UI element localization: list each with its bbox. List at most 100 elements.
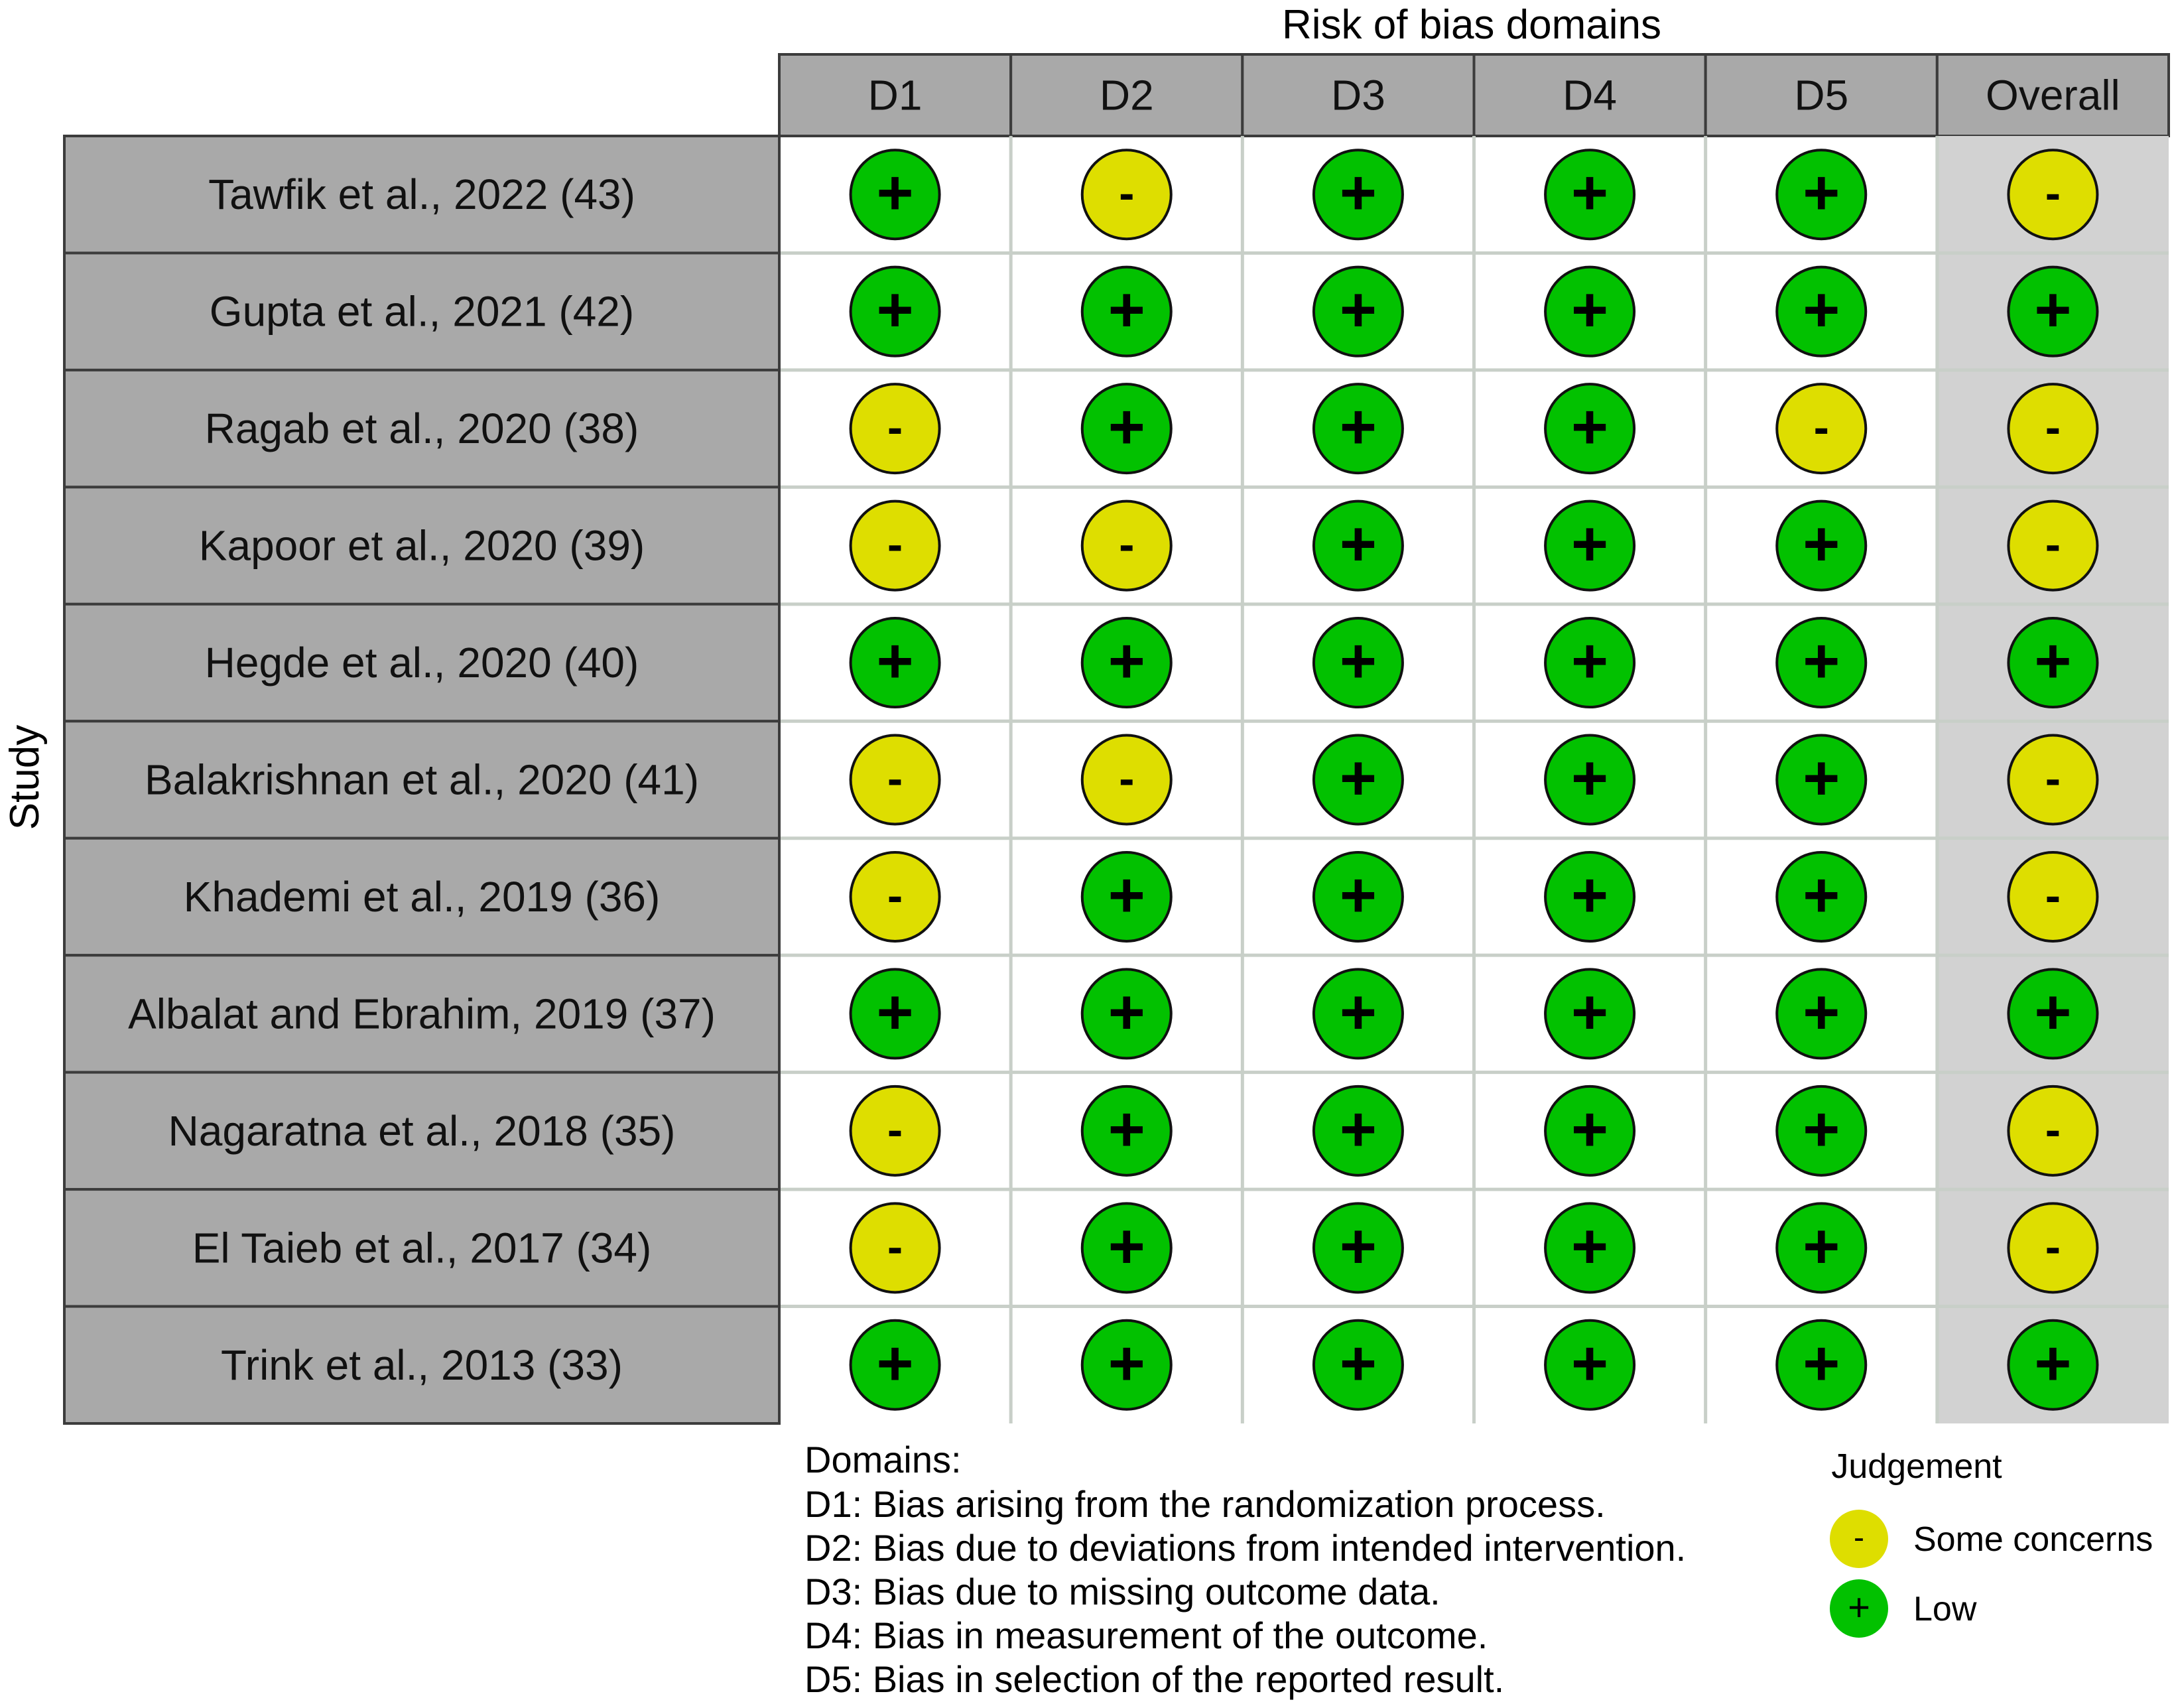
low-risk-circle <box>1080 1202 1173 1294</box>
judgement-symbol: + <box>877 976 914 1047</box>
low-risk-circle <box>1312 617 1404 709</box>
judgement-symbol: + <box>1340 391 1377 462</box>
judgement-symbol: + <box>1571 157 1608 228</box>
judgement-mark: + <box>1080 1202 1173 1294</box>
some-concerns-circle <box>1080 734 1173 826</box>
judgement-symbol: + <box>1340 743 1377 814</box>
study-rows: Tawfik et al., 2022 (43) Gupta et al., 20… <box>63 135 2169 1425</box>
judgement-mark: + <box>2007 265 2099 358</box>
judgement-mark: + <box>1312 383 1404 475</box>
judgement-symbol: + <box>2034 275 2071 346</box>
judgement-symbol: - <box>887 753 903 805</box>
judgement-mark: + <box>1775 968 1868 1060</box>
low-risk-circle <box>1544 850 1636 943</box>
judgement-symbol: + <box>877 625 914 696</box>
some-concerns-circle <box>2007 1084 2099 1177</box>
column-header-cell <box>1241 53 1476 137</box>
judgement-symbol: - <box>2045 1104 2061 1155</box>
judgement-legend-symbol: + <box>1848 1586 1870 1629</box>
judgement-symbol: + <box>1571 743 1608 814</box>
low-risk-circle <box>1544 499 1636 592</box>
low-risk-circle <box>849 968 941 1060</box>
judgement-symbol: + <box>1571 1328 1608 1399</box>
some-concerns-circle <box>849 1084 941 1177</box>
judgement-mark: + <box>1544 617 1636 709</box>
low-risk-circle <box>1312 1084 1404 1177</box>
judgement-symbol: + <box>1340 509 1377 580</box>
judgement-mark: + <box>849 1319 941 1411</box>
column-headers: D1 D2 D3 D4 D5 Overall <box>778 53 2170 137</box>
judgement-mark: + <box>1312 617 1404 709</box>
low-risk-circle <box>1080 383 1173 475</box>
low-risk-circle <box>1312 149 1404 241</box>
study-label: Balakrishnan et al., 2020 (41) <box>145 756 699 804</box>
low-risk-circle <box>1775 617 1868 709</box>
study-label-cell <box>63 1305 781 1425</box>
column-header-label: Overall <box>1986 72 2120 119</box>
low-risk-circle <box>1312 850 1404 943</box>
judgement-symbol: + <box>1340 860 1377 931</box>
judgement-symbol: + <box>1571 391 1608 462</box>
judgement-mark: + <box>1544 734 1636 826</box>
some-concerns-circle <box>2007 149 2099 241</box>
judgement-symbol: + <box>1108 625 1145 696</box>
judgement-mark: + <box>1544 1319 1636 1411</box>
low-risk-circle <box>1080 265 1173 358</box>
judgement-symbol: + <box>1108 860 1145 931</box>
judgement-symbol: + <box>1571 1211 1608 1281</box>
low-risk-circle <box>2007 968 2099 1060</box>
column-header-cell <box>1009 53 1244 137</box>
judgement-symbol: + <box>1803 976 1840 1047</box>
judgement-mark: + <box>1544 1202 1636 1294</box>
low-risk-circle <box>849 617 941 709</box>
low-risk-circle <box>1544 1319 1636 1411</box>
domains-legend: Domains:D1: Bias arising from the random… <box>804 1439 1686 1700</box>
judgement-mark: + <box>1080 850 1173 943</box>
column-header-label: D1 <box>868 72 923 119</box>
low-risk-circle <box>1312 1202 1404 1294</box>
judgement-mark: + <box>1312 1084 1404 1177</box>
judgement-symbol: + <box>1108 1328 1145 1399</box>
judgement-mark: + <box>1080 265 1173 358</box>
low-risk-circle <box>1312 499 1404 592</box>
judgement-symbol: + <box>2034 625 2071 696</box>
judgement-symbol: - <box>2045 753 2061 805</box>
judgement-mark: - <box>849 1084 941 1177</box>
judgement-legend-title: Judgement <box>1831 1447 2002 1486</box>
column-header-cell <box>1704 53 1939 137</box>
column-header-label: D5 <box>1794 72 1848 119</box>
judgement-mark: - <box>1080 149 1173 241</box>
study-label-cell <box>63 1071 781 1191</box>
judgement-mark: + <box>2007 1319 2099 1411</box>
low-risk-circle <box>1080 1319 1173 1411</box>
some-concerns-circle <box>1775 383 1868 475</box>
study-label-cell <box>63 251 781 371</box>
low-risk-circle <box>1544 734 1636 826</box>
judgement-symbol: + <box>1803 743 1840 814</box>
judgement-mark: + <box>1312 149 1404 241</box>
low-risk-circle <box>1544 617 1636 709</box>
low-risk-circle <box>2007 1319 2099 1411</box>
judgement-symbol: + <box>1803 860 1840 931</box>
judgement-mark: + <box>1544 383 1636 475</box>
low-risk-circle <box>1544 383 1636 475</box>
judgement-mark: - <box>1080 499 1173 592</box>
judgement-symbol: + <box>1571 275 1608 346</box>
judgement-symbol: - <box>887 870 903 921</box>
study-label: Tawfik et al., 2022 (43) <box>208 170 635 218</box>
judgement-mark: - <box>2007 149 2099 241</box>
judgement-symbol: + <box>1108 1211 1145 1281</box>
low-risk-circle <box>1312 734 1404 826</box>
judgement-mark: + <box>1080 617 1173 709</box>
low-risk-circle <box>1544 149 1636 241</box>
judgement-mark: + <box>1544 968 1636 1060</box>
judgement-mark: + <box>1775 617 1868 709</box>
judgement-symbol: - <box>887 401 903 453</box>
judgement-marks: + - + + + - + + + + + + - + + + - - - - + + + - + + + + + + - - + + + - - + + +… <box>849 149 2099 1411</box>
judgement-mark: + <box>1312 1202 1404 1294</box>
low-risk-circle <box>1312 265 1404 358</box>
study-label: Ragab et al., 2020 (38) <box>205 405 639 452</box>
judgement-symbol: - <box>1814 401 1829 453</box>
judgement-symbol: + <box>1571 860 1608 931</box>
